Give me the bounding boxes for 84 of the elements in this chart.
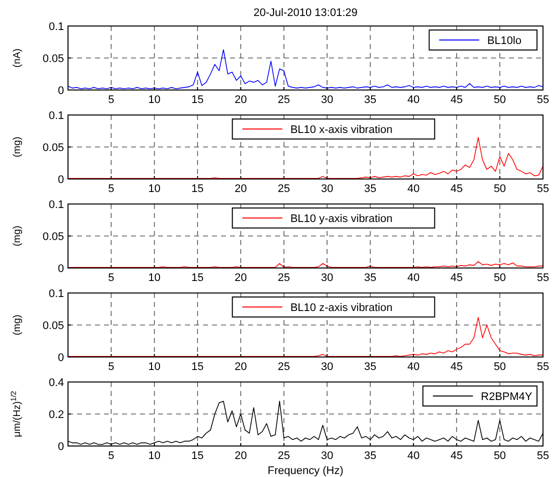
- y-tick-label: 0.1: [48, 110, 64, 122]
- y-axis-title: (mg): [12, 314, 23, 336]
- x-tick-label: 30: [320, 450, 334, 462]
- y-tick-label: 0: [58, 85, 64, 97]
- x-tick-label: 20: [234, 361, 247, 373]
- x-tick-label: 30: [320, 272, 334, 284]
- x-tick-label: 15: [191, 450, 204, 462]
- x-tick-label: 15: [191, 361, 204, 373]
- x-tick-label: 40: [407, 272, 420, 284]
- x-tick-label: 50: [494, 94, 506, 106]
- y-tick-label: 0.1: [48, 21, 64, 33]
- x-tick-label: 15: [191, 272, 204, 284]
- x-tick-label: 5: [108, 361, 114, 373]
- x-tick-label: 20: [234, 272, 247, 284]
- x-tick-label: 5: [108, 183, 114, 195]
- x-tick-label: 55: [536, 272, 550, 284]
- x-tick-label: 10: [148, 94, 160, 106]
- legend-label: BL10 z-axis vibration: [290, 302, 392, 314]
- x-tick-label: 25: [278, 272, 290, 284]
- x-tick-label: 25: [278, 450, 290, 462]
- line-series: [68, 137, 544, 179]
- x-tick-label: 40: [407, 361, 420, 373]
- legend-label: BL10 x-axis vibration: [290, 124, 392, 136]
- y-tick-label: 0: [58, 263, 64, 275]
- x-tick-label: 25: [278, 361, 290, 373]
- x-tick-label: 55: [536, 361, 550, 373]
- line-series: [68, 316, 544, 357]
- y-axis-title: (mg): [12, 226, 23, 246]
- x-tick-label: 5: [108, 272, 114, 284]
- x-tick-label: 35: [364, 94, 376, 106]
- x-tick-label: 5: [108, 94, 114, 106]
- y-tick-label: 0: [58, 352, 64, 364]
- x-tick-label: 45: [450, 94, 463, 106]
- x-tick-label: 25: [278, 183, 290, 195]
- x-tick-label: 5: [108, 450, 114, 462]
- x-tick-label: 45: [450, 361, 463, 373]
- x-tick-label: 45: [450, 272, 463, 284]
- y-tick-label: 0.05: [42, 231, 64, 243]
- x-tick-label: 45: [450, 183, 463, 195]
- chart-title: 20-Jul-2010 13:01:29: [254, 7, 358, 19]
- x-tick-label: 10: [148, 361, 160, 373]
- legend-label: R2BPM4Y: [480, 391, 533, 403]
- y-tick-label: 0: [58, 441, 64, 453]
- x-tick-label: 50: [494, 450, 506, 462]
- y-tick-label: 0.2: [48, 409, 64, 421]
- x-tick-label: 20: [234, 450, 247, 462]
- x-tick-label: 35: [364, 272, 376, 284]
- x-tick-label: 15: [191, 183, 204, 195]
- x-tick-label: 30: [320, 183, 334, 195]
- x-tick-label: 15: [191, 94, 204, 106]
- x-tick-label: 35: [364, 183, 376, 195]
- x-tick-label: 40: [407, 94, 420, 106]
- x-tick-label: 20: [234, 183, 247, 195]
- x-tick-label: 50: [494, 272, 506, 284]
- y-tick-label: 0.4: [48, 377, 64, 389]
- x-tick-label: 55: [536, 183, 550, 195]
- y-axis-title: (nA): [12, 48, 23, 68]
- y-axis-title: (mg): [12, 136, 23, 158]
- x-tick-label: 40: [407, 450, 420, 462]
- y-tick-label: 0.05: [42, 142, 64, 154]
- x-tick-label: 55: [536, 450, 550, 462]
- x-tick-label: 35: [364, 450, 376, 462]
- x-tick-label: 10: [148, 450, 160, 462]
- x-tick-label: 20: [234, 94, 247, 106]
- y-tick-label: 0.1: [48, 199, 64, 211]
- legend-label: BL10lo: [487, 35, 522, 47]
- legend-label: BL10 y-axis vibration: [290, 213, 392, 225]
- x-tick-label: 10: [148, 272, 160, 284]
- x-tick-label: 25: [278, 94, 290, 106]
- y-tick-label: 0.1: [48, 288, 64, 300]
- x-tick-label: 30: [320, 94, 334, 106]
- x-tick-label: 35: [364, 361, 376, 373]
- x-tick-label: 50: [494, 183, 506, 195]
- line-series: [68, 49, 544, 90]
- x-axis-title: Frequency (Hz): [268, 465, 344, 477]
- y-tick-label: 0.05: [42, 320, 64, 332]
- y-tick-label: 0.05: [42, 53, 64, 65]
- x-tick-label: 55: [536, 94, 550, 106]
- x-tick-label: 30: [320, 361, 334, 373]
- x-tick-label: 10: [148, 183, 160, 195]
- y-tick-label: 0: [58, 174, 64, 186]
- x-tick-label: 50: [494, 361, 506, 373]
- x-tick-label: 40: [407, 183, 420, 195]
- x-tick-label: 45: [450, 450, 463, 462]
